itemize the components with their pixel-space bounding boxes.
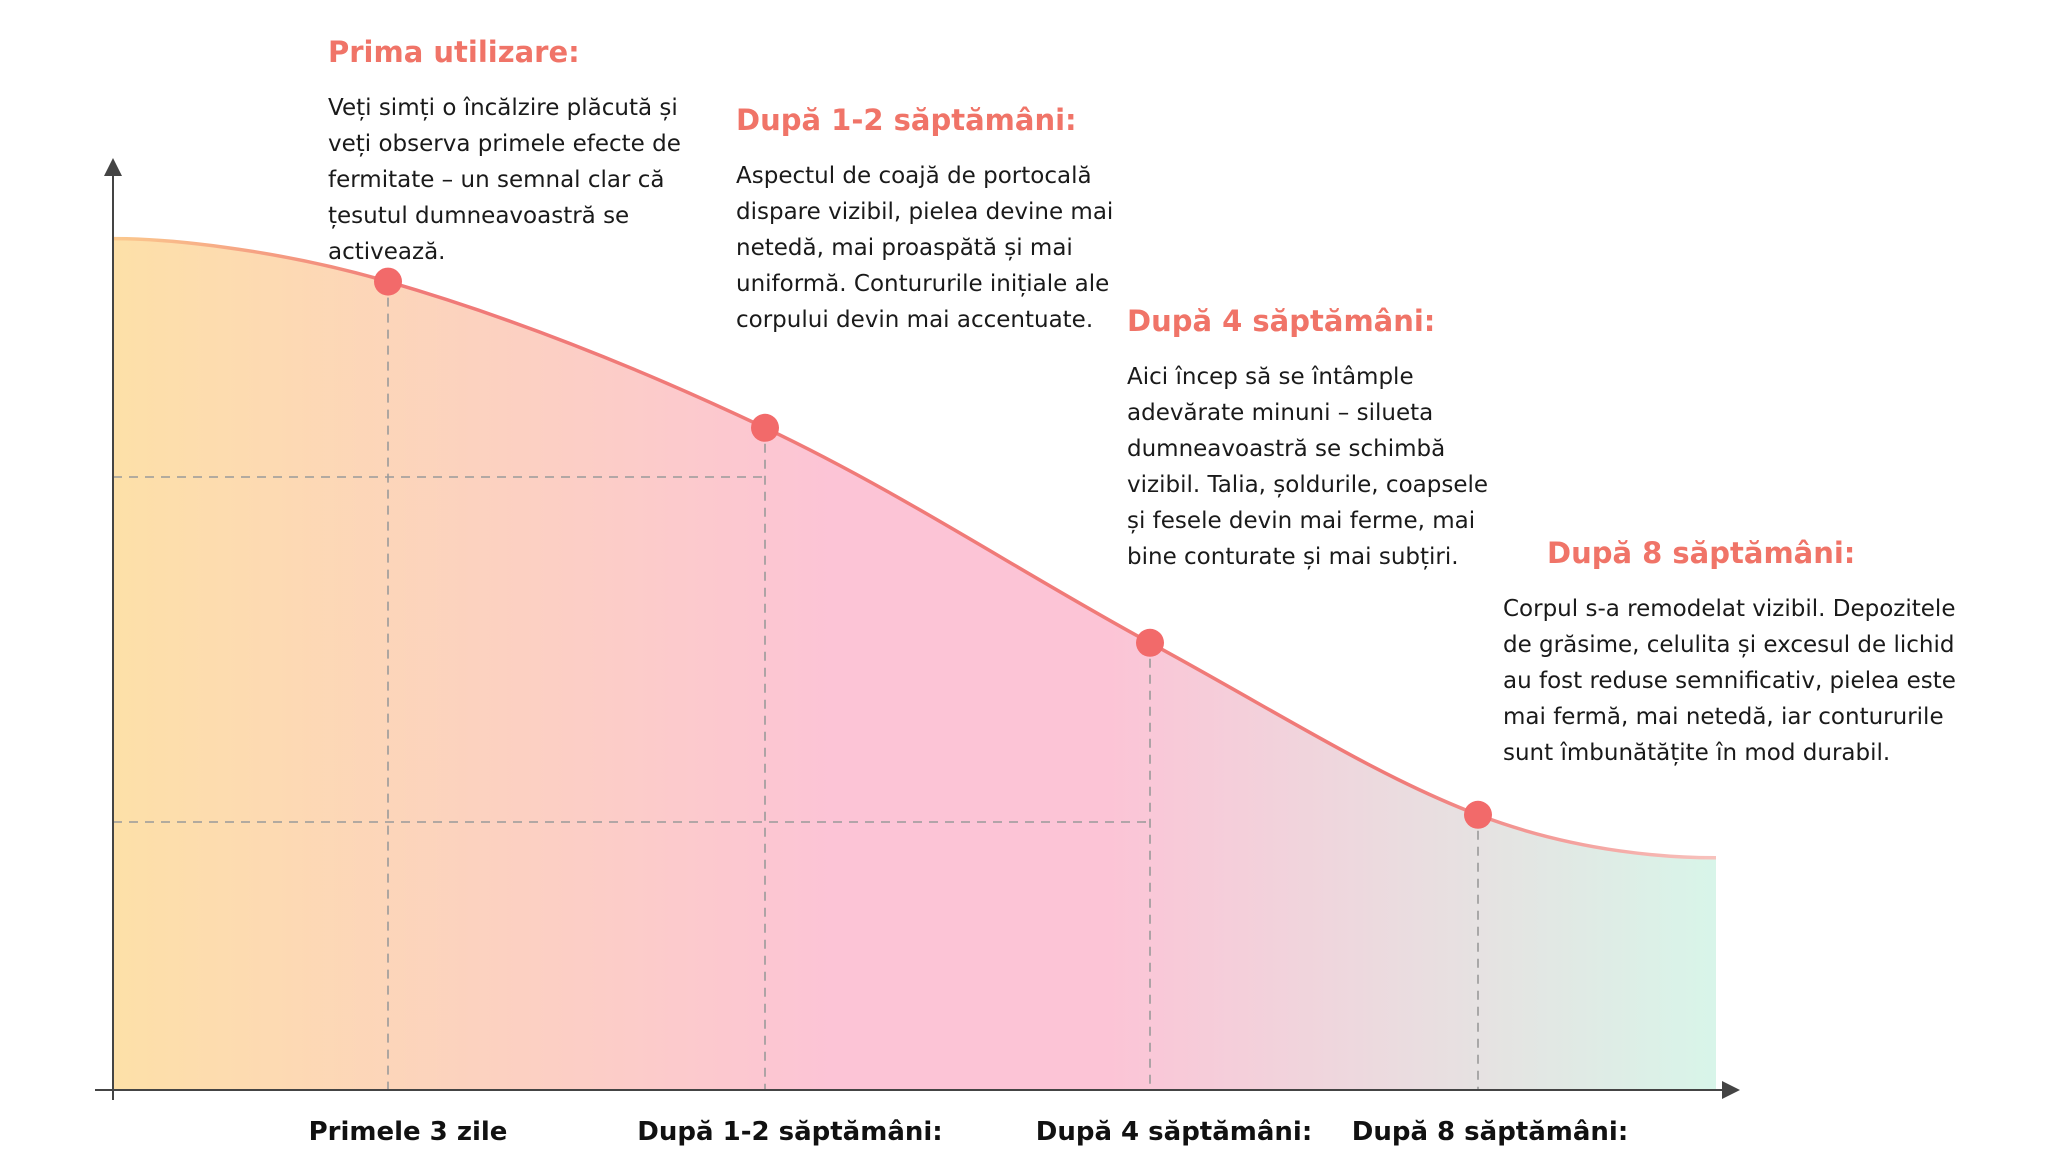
- x-axis-arrow-icon: [1722, 1081, 1740, 1099]
- x-tick-label: După 4 săptămâni:: [1036, 1117, 1313, 1147]
- annotation-first-use: Prima utilizare: Veți simți o încălzire …: [328, 35, 713, 270]
- annotation-text: Corpul s-a remodelat vizibil. Depozitele…: [1503, 595, 1956, 766]
- annotation-title: După 4 săptămâni:: [1127, 304, 1436, 338]
- annotation-title: După 1-2 săptămâni:: [736, 103, 1077, 137]
- markers: [374, 267, 1492, 829]
- area-fill: [113, 238, 1716, 1091]
- annotation-title: Prima utilizare:: [328, 35, 580, 69]
- annotation-title: După 8 săptămâni:: [1547, 536, 1856, 570]
- data-point-marker: [374, 267, 402, 296]
- guide-lines: [113, 281, 1479, 1090]
- annotation-text: Veți simți o încălzire plăcută și veți o…: [328, 94, 681, 265]
- annotation-4-weeks: După 4 săptămâni: Aici încep să se întâm…: [1127, 304, 1497, 575]
- annotation-8-weeks: După 8 săptămâni: Corpul s-a remodelat v…: [1503, 536, 1973, 771]
- annotation-text: Aici încep să se întâmple adevărate minu…: [1127, 363, 1489, 570]
- x-tick-labels: Primele 3 zile După 1-2 săptămâni: După 4 …: [309, 1117, 1629, 1147]
- data-point-marker: [1136, 628, 1164, 657]
- axes: [95, 158, 1740, 1100]
- x-tick-label: După 1-2 săptămâni:: [637, 1117, 942, 1147]
- data-point-marker: [1464, 800, 1492, 829]
- y-axis-arrow-icon: [104, 158, 122, 176]
- annotation-text: Aspectul de coajă de portocală dispare v…: [736, 162, 1114, 333]
- data-point-marker: [751, 413, 779, 442]
- x-tick-label: Primele 3 zile: [309, 1117, 508, 1147]
- x-tick-label: După 8 săptămâni:: [1352, 1117, 1629, 1147]
- annotation-1-2-weeks: După 1-2 săptămâni: Aspectul de coajă de…: [736, 103, 1116, 338]
